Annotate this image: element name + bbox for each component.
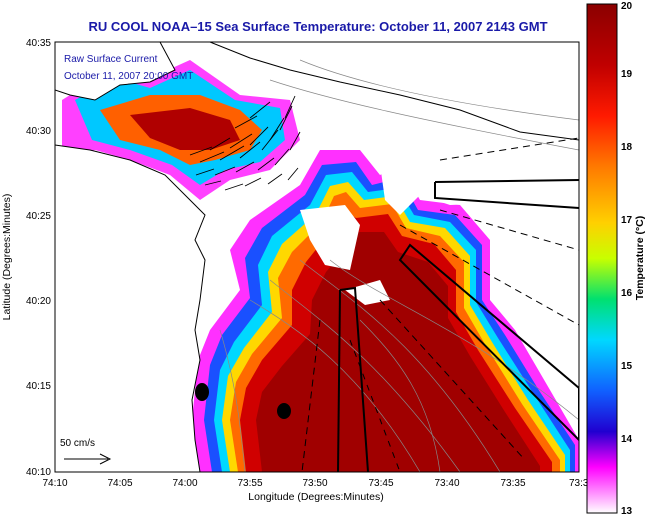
current-vectors bbox=[189, 95, 301, 191]
nodata-gap-2 bbox=[378, 150, 579, 215]
colorbar-scale bbox=[586, 3, 618, 514]
x-tick-label: 73:3 bbox=[569, 478, 589, 489]
colorbar-label: Temperature (°C) bbox=[634, 216, 646, 301]
x-axis-label: Longitude (Degrees:Minutes) bbox=[248, 491, 383, 503]
sst-plume-darkred bbox=[256, 232, 540, 472]
y-tick-label: 40:25 bbox=[26, 211, 51, 222]
map-panel: Raw Surface Current October 11, 2007 20:… bbox=[55, 42, 579, 472]
survey-lines bbox=[301, 137, 579, 472]
x-tick-label: 73:55 bbox=[237, 478, 262, 489]
x-tick-label: 74:05 bbox=[107, 478, 132, 489]
y-axis: 40:35 40:30 40:25 40:20 40:15 40:10 Lati… bbox=[1, 38, 51, 478]
colorbar-tick: 19 bbox=[621, 69, 633, 80]
y-tick-label: 40:30 bbox=[26, 126, 51, 137]
overlay-line-1: Raw Surface Current bbox=[64, 54, 158, 65]
colorbar-tick: 15 bbox=[621, 361, 633, 372]
y-tick-label: 40:10 bbox=[26, 467, 51, 478]
x-axis: 74:10 74:05 74:00 73:55 73:50 73:45 73:4… bbox=[42, 478, 588, 503]
colorbar-tick: 20 bbox=[621, 1, 633, 12]
colorbar-tick: 18 bbox=[621, 142, 633, 153]
y-tick-label: 40:35 bbox=[26, 38, 51, 49]
scale-arrow-head-icon bbox=[99, 453, 112, 465]
nodata-gap-3 bbox=[345, 280, 390, 305]
colorbar-tick: 16 bbox=[621, 288, 633, 299]
figure-title: RU COOL NOAA–15 Sea Surface Temperature:… bbox=[88, 19, 547, 34]
y-tick-label: 40:15 bbox=[26, 381, 51, 392]
x-tick-label: 73:50 bbox=[302, 478, 327, 489]
colorbar: 20 19 18 17 16 15 14 13 Temperature (°C) bbox=[586, 1, 646, 517]
nodata-gap-4 bbox=[560, 320, 579, 400]
scale-arrow-label: 50 cm/s bbox=[60, 438, 95, 449]
colorbar-tick: 14 bbox=[621, 434, 633, 445]
overlay-line-2: October 11, 2007 20:00 GMT bbox=[64, 71, 193, 82]
y-axis-label: Latitude (Degrees:Minutes) bbox=[1, 194, 13, 321]
x-tick-label: 73:35 bbox=[500, 478, 525, 489]
station-marker-1 bbox=[195, 383, 209, 401]
colorbar-tick: 17 bbox=[621, 215, 633, 226]
x-tick-label: 73:45 bbox=[368, 478, 393, 489]
colorbar-tick: 13 bbox=[621, 506, 633, 517]
map-frame bbox=[54, 41, 580, 473]
land-nj-coast bbox=[55, 144, 206, 472]
x-tick-label: 74:10 bbox=[42, 478, 67, 489]
land-long-island bbox=[209, 42, 579, 141]
nodata-gap-1 bbox=[300, 205, 360, 270]
land-staten-island bbox=[55, 42, 176, 101]
x-tick-label: 74:00 bbox=[172, 478, 197, 489]
station-marker-2 bbox=[277, 403, 291, 419]
y-tick-label: 40:20 bbox=[26, 296, 51, 307]
bathymetry-contours bbox=[219, 59, 579, 472]
sst-north-red bbox=[130, 108, 240, 150]
x-tick-label: 73:40 bbox=[434, 478, 459, 489]
